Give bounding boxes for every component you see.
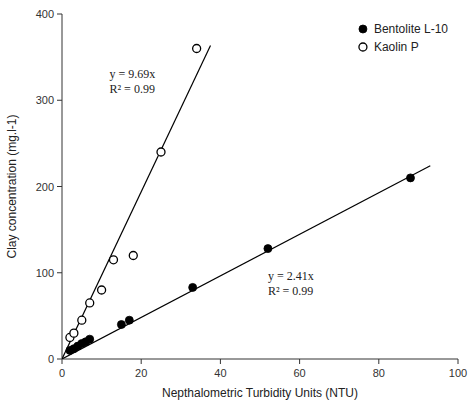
x-tick [62, 359, 63, 364]
annotation: R² = 0.99 [110, 82, 155, 96]
y-tick [57, 186, 62, 187]
point [78, 316, 86, 324]
plot-area [62, 45, 430, 360]
x-tick [299, 359, 300, 364]
point [157, 148, 165, 156]
y-tick-label: 100 [36, 267, 54, 279]
point [406, 174, 414, 182]
fit-line [62, 166, 430, 359]
y-tick [57, 100, 62, 101]
point [70, 329, 78, 337]
x-tick [458, 359, 459, 364]
x-tick-label: 100 [449, 367, 467, 379]
annotations: y = 9.69xR² = 0.99y = 2.41xR² = 0.99 [110, 67, 314, 299]
annotation: R² = 0.99 [268, 284, 313, 298]
point [86, 299, 94, 307]
chart: 0 20 40 60 80 100 0 100 200 300 400 Nepthalometric … [0, 0, 474, 409]
legend-label: Kaolin P [374, 40, 419, 54]
x-tick-label: 0 [59, 367, 65, 379]
point [98, 286, 106, 294]
x-tick [378, 359, 379, 364]
point [86, 335, 94, 343]
x-axis-label: Nepthalometric Turbidity Units (NTU) [162, 386, 358, 400]
series-points [66, 45, 201, 342]
x-tick [220, 359, 221, 364]
x-axis-line [62, 359, 458, 360]
point [125, 316, 133, 324]
y-tick [57, 359, 62, 360]
x-tick-label: 60 [293, 367, 305, 379]
legend-marker [359, 25, 367, 33]
point [109, 256, 117, 264]
y-axis-label: Clay concentration (mg.l-1) [5, 114, 19, 258]
point [117, 321, 125, 329]
legend-marker [359, 43, 367, 51]
series-points [66, 174, 415, 355]
legend-label: Bentolite L-10 [374, 22, 448, 36]
y-tick-label: 300 [36, 94, 54, 106]
x-tick-label: 80 [373, 367, 385, 379]
point [193, 45, 201, 53]
y-tick-label: 200 [36, 181, 54, 193]
x-tick-label: 20 [135, 367, 147, 379]
y-tick [57, 14, 62, 15]
x-tick [141, 359, 142, 364]
y-tick-label: 0 [48, 353, 54, 365]
y-tick [57, 272, 62, 273]
point [129, 252, 137, 260]
axes: 0 20 40 60 80 100 0 100 200 300 400 [36, 8, 468, 379]
point [189, 283, 197, 291]
fit-line [62, 46, 211, 359]
annotation: y = 9.69x [110, 67, 156, 81]
legend: Bentolite L-10 Kaolin P [359, 22, 448, 54]
x-tick-label: 40 [214, 367, 226, 379]
y-tick-label: 400 [36, 8, 54, 20]
point [264, 245, 272, 253]
annotation: y = 2.41x [268, 269, 314, 283]
